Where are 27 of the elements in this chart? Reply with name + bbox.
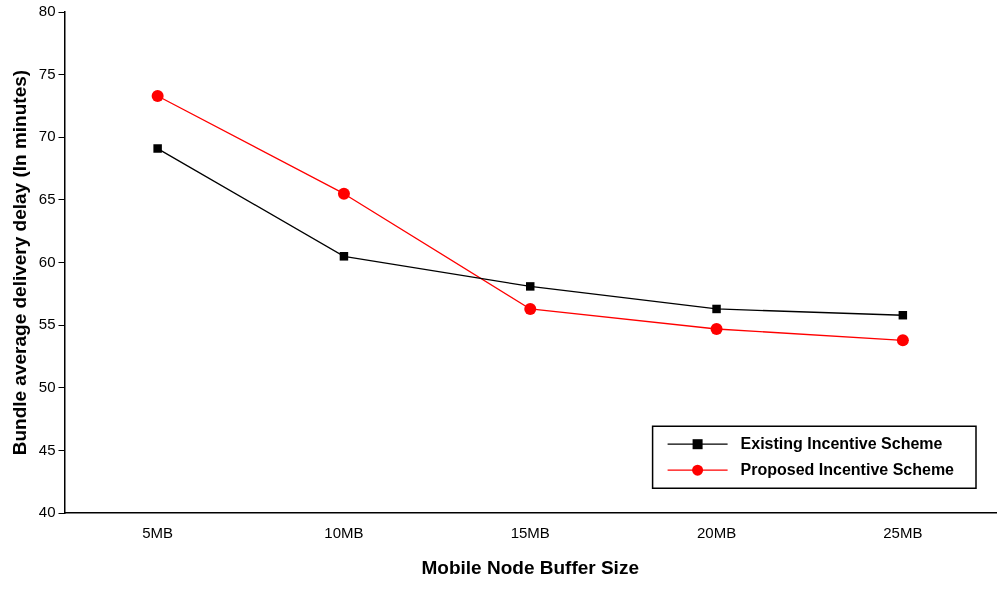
y-tick-label: 75 [38, 64, 56, 82]
x-tick-label: 10MB [324, 524, 364, 542]
point [151, 89, 164, 102]
point [526, 282, 535, 291]
x-tick-label: 15MB [510, 524, 550, 542]
point [710, 323, 723, 336]
x-axis-title: Mobile Node Buffer Size [421, 556, 639, 578]
legend-label: Existing Incentive Scheme [740, 434, 943, 452]
point [153, 144, 162, 153]
y-tick-label: 70 [38, 127, 56, 145]
y-tick-label: 45 [38, 440, 56, 458]
y-tick-label: 50 [38, 378, 56, 396]
point [339, 252, 349, 261]
y-tick-label: 80 [38, 2, 56, 20]
y-tick-label: 60 [38, 252, 56, 270]
point [712, 304, 721, 314]
y-tick-label: 65 [38, 190, 56, 208]
x-tick-label: 25MB [883, 524, 923, 542]
legend-label: Proposed Incentive Scheme [740, 460, 955, 478]
y-tick-label: 55 [38, 315, 56, 333]
x-tick-label: 20MB [696, 524, 737, 542]
y-axis-title: Bundle average delivery delay (In minutes) [8, 69, 30, 456]
point [337, 187, 350, 200]
x-tick-label: 5MB [142, 524, 174, 542]
point [896, 334, 909, 347]
point [524, 302, 537, 315]
y-tick-label: 40 [38, 503, 56, 521]
